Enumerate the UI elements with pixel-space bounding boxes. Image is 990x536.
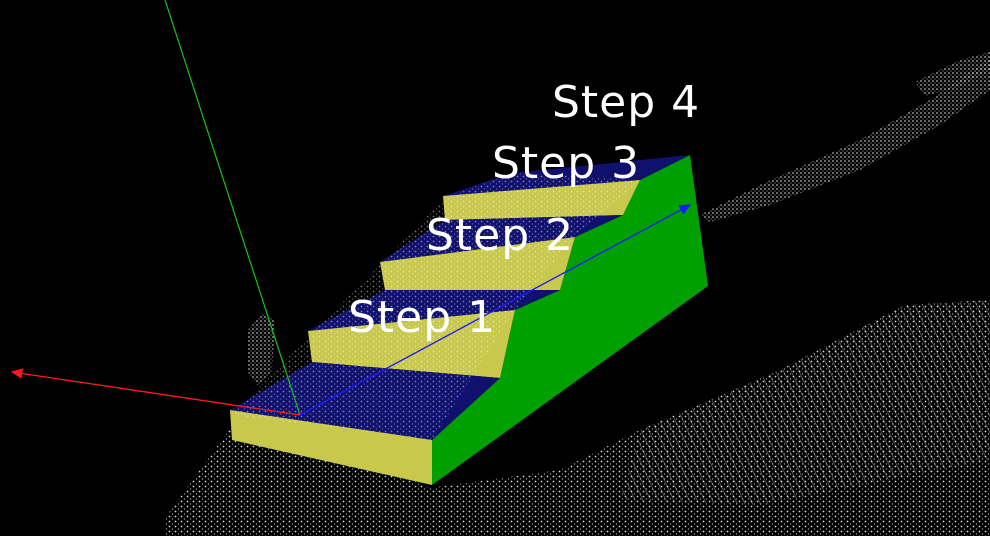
step-labels: Step 4 Step 3 Step 2 Step 1 <box>348 77 700 343</box>
coordinate-axes <box>10 0 692 416</box>
z-axis-blue <box>299 204 692 416</box>
step-1-label: Step 1 <box>348 292 496 343</box>
stair-point-overlay <box>232 173 640 440</box>
step-3-label: Step 3 <box>492 138 640 189</box>
step-2-label: Step 2 <box>426 210 574 261</box>
x-axis-red <box>10 368 301 416</box>
riser-1 <box>230 410 432 485</box>
staircase-side-face <box>432 155 708 485</box>
y-axis-green <box>164 0 301 416</box>
ground-point-cloud <box>165 52 990 536</box>
staircase-model[interactable] <box>230 155 708 485</box>
step-4-label: Step 4 <box>552 77 700 128</box>
